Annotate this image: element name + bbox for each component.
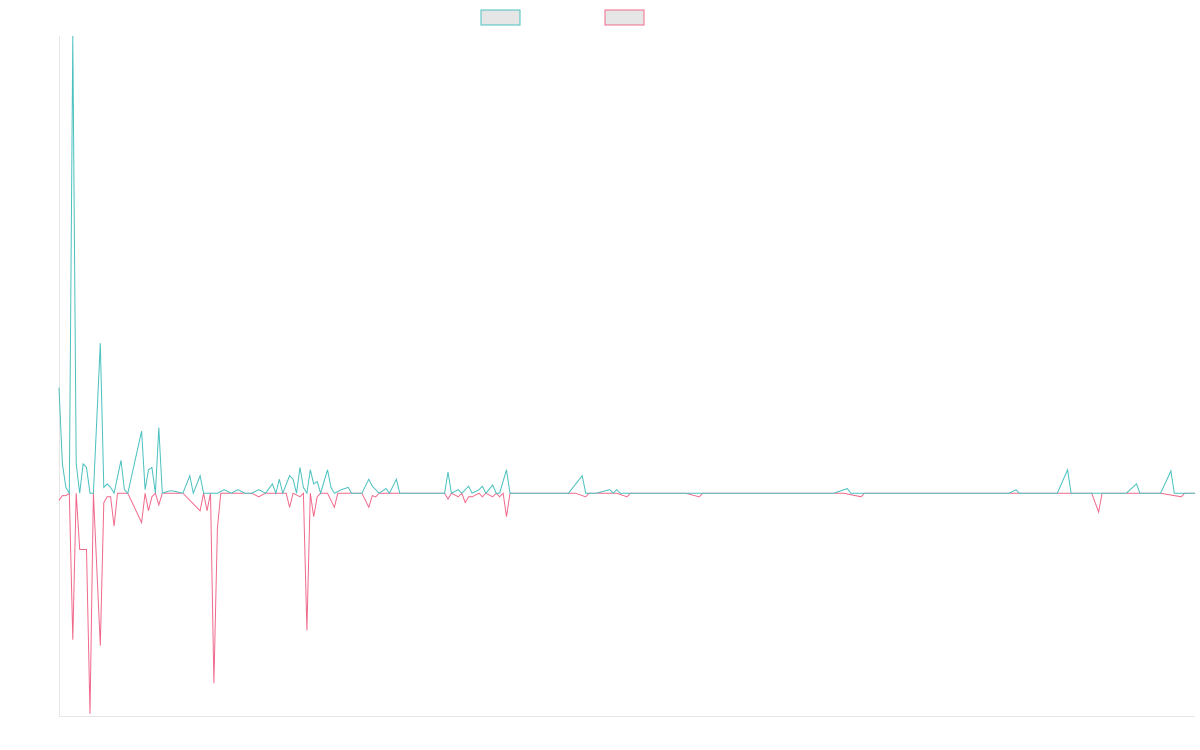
- series-group: [58, 35, 1195, 714]
- series-line-1: [58, 35, 1195, 496]
- legend[interactable]: [480, 9, 645, 26]
- series-line-2: [58, 491, 1195, 714]
- legend-swatch-series-1[interactable]: [480, 9, 521, 26]
- legend-swatch-series-2[interactable]: [604, 9, 645, 26]
